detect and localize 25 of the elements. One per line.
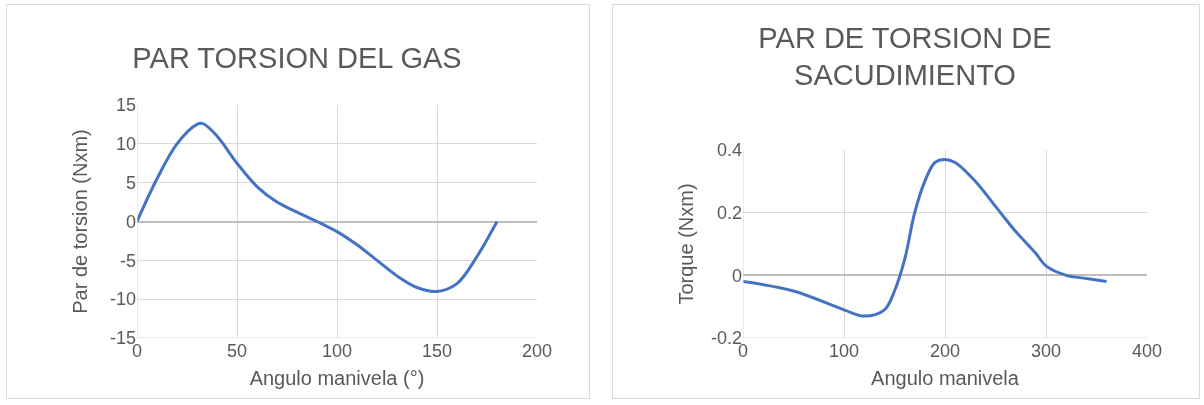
y-tick-label: 15 [115,95,136,116]
y-tick-label: 0 [125,211,136,232]
y-axis-title: Par de torsion (Nxm) [69,129,91,314]
line-series [743,157,1109,318]
x-tick-label: 200 [521,341,553,361]
x-axis-title: Angulo manivela [871,366,1020,389]
y-tick-label: -10 [109,289,136,310]
x-tick-label: 50 [226,341,248,361]
x-tick-label: 400 [1131,341,1163,361]
y-tick-label: -5 [119,250,136,271]
x-tick-label: 100 [828,341,860,361]
y-tick-label: 10 [115,134,136,155]
y-tick-label: 0 [731,265,742,286]
x-axis-title: Angulo manivela (°) [249,366,425,389]
x-tick-label: 200 [929,341,961,361]
x-tick-label: 300 [1030,341,1062,361]
chart-title: PAR DE TORSION DE SACUDIMIENTO [758,21,1052,92]
x-tick-label: 100 [321,341,353,361]
y-tick-label: 5 [125,172,136,193]
y-tick-label: 0.2 [716,202,742,223]
line-series [137,121,499,293]
chart-title: PAR TORSION DEL GAS [132,41,462,74]
y-axis-title: Torque (Nxm) [675,183,697,305]
y-tick-label: 0.4 [716,140,742,161]
x-tick-label: 150 [421,341,453,361]
